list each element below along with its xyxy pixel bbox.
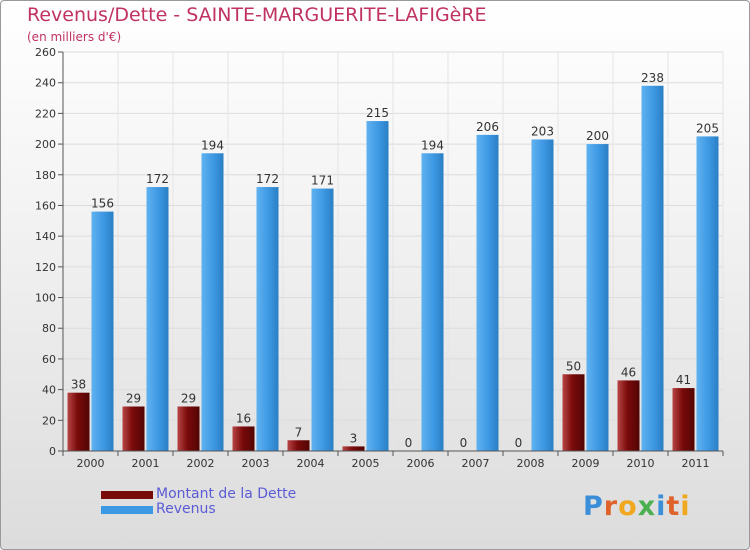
y-tick-label: 100: [35, 292, 56, 305]
data-label-revenus: 200: [586, 129, 609, 143]
x-tick-label: 2010: [627, 457, 655, 470]
bar-dette: [122, 406, 145, 451]
data-label-dette: 38: [71, 378, 86, 392]
y-tick-label: 0: [49, 445, 56, 458]
chart-title: Revenus/Dette - SAINTE-MARGUERITE-LAFIGè…: [27, 4, 487, 26]
data-label-dette: 29: [181, 391, 196, 405]
y-tick-label: 220: [35, 107, 56, 120]
bar-revenus: [311, 188, 334, 452]
data-label-revenus: 172: [146, 172, 169, 186]
x-tick-label: 2004: [297, 457, 325, 470]
data-label-dette: 46: [621, 365, 636, 379]
bar-revenus: [91, 211, 114, 451]
legend-item-revenus: Revenus: [101, 502, 296, 517]
data-label-dette: 41: [676, 373, 691, 387]
x-tick-label: 2003: [242, 457, 270, 470]
data-label-revenus: 194: [201, 138, 224, 152]
legend-swatch-dette: [101, 490, 153, 499]
bar-dette: [232, 426, 255, 451]
bar-dette: [672, 388, 695, 451]
legend-item-dette: Montant de la Dette: [101, 487, 296, 502]
legend-swatch-revenus: [101, 505, 153, 514]
data-label-dette: 0: [515, 436, 523, 450]
x-tick-label: 2000: [77, 457, 105, 470]
data-label-dette: 7: [295, 425, 303, 439]
y-tick-label: 180: [35, 169, 56, 182]
data-label-revenus: 205: [696, 121, 719, 135]
data-label-dette: 0: [460, 436, 468, 450]
bar-dette: [177, 406, 200, 451]
data-label-dette: 29: [126, 391, 141, 405]
x-tick-label: 2008: [517, 457, 545, 470]
chart-subtitle: (en milliers d'€): [27, 30, 122, 44]
bar-revenus: [586, 144, 609, 452]
y-tick-label: 120: [35, 261, 56, 274]
x-tick-label: 2001: [132, 457, 160, 470]
logo-letter: P: [583, 491, 604, 522]
data-label-revenus: 206: [476, 120, 499, 134]
y-tick-label: 20: [42, 414, 56, 427]
y-tick-label: 160: [35, 199, 56, 212]
logo-letter: i: [680, 491, 691, 522]
data-label-revenus: 215: [366, 106, 389, 120]
x-tick-label: 2005: [352, 457, 380, 470]
y-tick-label: 200: [35, 138, 56, 151]
bar-revenus: [696, 136, 719, 451]
logo-letter: o: [618, 491, 638, 522]
bar-dette: [617, 380, 640, 451]
data-label-dette: 0: [405, 436, 413, 450]
data-label-revenus: 156: [91, 197, 114, 211]
data-label-revenus: 203: [531, 124, 554, 138]
bar-revenus: [531, 139, 554, 451]
bar-revenus: [146, 187, 169, 452]
chart-legend: Montant de la Dette Revenus: [101, 487, 296, 517]
logo-letter: r: [603, 491, 619, 522]
y-tick-label: 80: [42, 322, 56, 335]
logo-letter: x: [637, 491, 657, 522]
proxiti-logo: Proxiti: [583, 491, 691, 522]
bar-revenus: [256, 187, 279, 452]
bar-revenus: [641, 85, 664, 451]
bar-dette: [67, 392, 90, 451]
y-tick-label: 60: [42, 353, 56, 366]
data-label-dette: 50: [566, 359, 581, 373]
y-tick-label: 240: [35, 77, 56, 90]
x-tick-label: 2006: [407, 457, 435, 470]
x-tick-label: 2002: [187, 457, 215, 470]
x-tick-label: 2011: [682, 457, 710, 470]
bar-dette: [342, 446, 365, 451]
bar-revenus: [366, 121, 389, 452]
bar-dette: [287, 440, 310, 451]
y-tick-label: 140: [35, 230, 56, 243]
bar-revenus: [421, 153, 444, 452]
logo-letter: i: [656, 491, 667, 522]
bar-dette: [562, 374, 585, 451]
x-tick-label: 2007: [462, 457, 490, 470]
bar-revenus: [476, 134, 499, 451]
y-tick-label: 40: [42, 384, 56, 397]
x-tick-label: 2009: [572, 457, 600, 470]
data-label-dette: 16: [236, 411, 251, 425]
y-tick-label: 260: [35, 46, 56, 59]
logo-letter: t: [666, 491, 681, 522]
legend-label-revenus: Revenus: [156, 501, 216, 517]
data-label-revenus: 171: [311, 174, 334, 188]
bar-revenus: [201, 153, 224, 452]
data-label-revenus: 172: [256, 172, 279, 186]
data-label-revenus: 238: [641, 71, 664, 85]
data-label-revenus: 194: [421, 138, 444, 152]
legend-label-dette: Montant de la Dette: [156, 486, 297, 502]
data-label-dette: 3: [350, 431, 358, 445]
